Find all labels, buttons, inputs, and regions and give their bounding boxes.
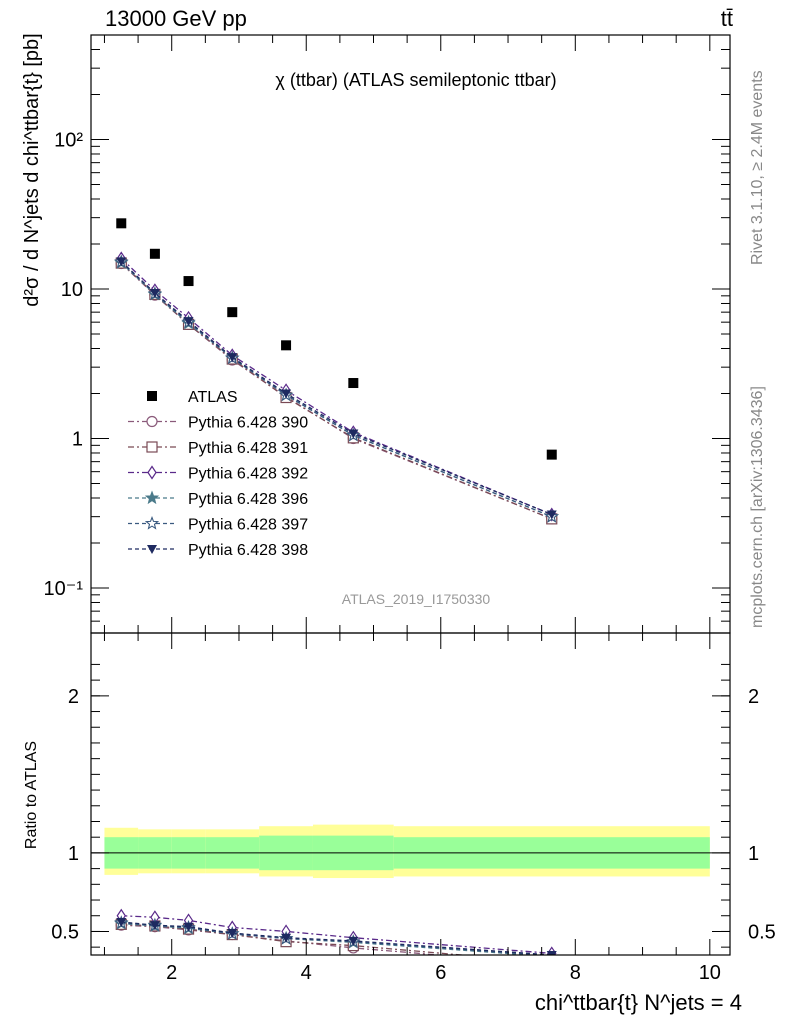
legend-label: Pythia 6.428 392 <box>188 466 308 483</box>
ratio-point <box>183 922 194 932</box>
data-point <box>348 378 359 389</box>
main-panel: χ (ttbar) (ATLAS semileptonic ttbar) ATL… <box>21 33 731 634</box>
series-line <box>120 258 553 516</box>
legend-marker <box>146 441 158 453</box>
ratio-axes: 0.5 0.5 1 1 2 2 2 4 6 8 10 <box>51 633 776 984</box>
main-data-marks <box>114 218 559 525</box>
process-label: tt̄ <box>721 6 733 31</box>
legend-label: Pythia 6.428 397 <box>188 517 308 534</box>
ratio-point <box>116 918 127 928</box>
legend-label: Pythia 6.428 396 <box>188 491 308 508</box>
series-line <box>120 261 553 518</box>
mcplots-label: mcplots.cern.ch [arXiv:1306.3436] <box>749 386 766 628</box>
series-line <box>120 262 553 518</box>
ratio-frame <box>90 632 731 956</box>
ratio-y-axis-label: Ratio to ATLAS <box>23 741 40 849</box>
legend-marker <box>144 490 160 505</box>
x-tick-label: 10 <box>699 962 721 984</box>
main-y-axis-label: d²σ / d N^jets d chi^ttbar{t} [pb] <box>21 33 43 306</box>
main-y-tick-label: 10² <box>54 129 83 151</box>
ratio-y-tick-label: 0.5 <box>51 921 79 943</box>
x-tick-label: 6 <box>435 962 446 984</box>
x-axis-label: chi^ttbar{t} N^jets = 4 <box>535 990 742 1015</box>
ratio-point <box>546 951 557 955</box>
ratio-point <box>227 929 238 939</box>
ratio-y-tick-label: 2 <box>68 686 79 708</box>
mc-point <box>227 353 238 363</box>
legend-label: ATLAS <box>188 389 238 406</box>
data-point <box>546 449 557 460</box>
data-point <box>227 307 238 318</box>
legend-label: Pythia 6.428 390 <box>188 415 308 432</box>
ratio-uncertainty-bands <box>104 824 710 879</box>
main-frame <box>90 34 731 634</box>
ratio-data-marks <box>114 908 557 955</box>
data-point <box>149 248 160 259</box>
mc-point <box>348 429 359 439</box>
mc-point <box>116 257 127 267</box>
mc-point <box>281 389 292 399</box>
main-y-tick-label: 1 <box>72 428 83 450</box>
ratio-y-tick-label-right: 2 <box>748 686 759 708</box>
ratio-y-tick-label: 1 <box>68 843 79 865</box>
analysis-watermark: ATLAS_2019_I1750330 <box>342 591 491 607</box>
rivet-version-label: Rivet 3.1.10, ≥ 2.4M events <box>749 70 766 265</box>
main-y-tick-label: 10⁻¹ <box>44 578 84 600</box>
series-line <box>120 263 553 520</box>
energy-label: 13000 GeV pp <box>105 6 247 31</box>
series-line <box>120 262 553 520</box>
legend-marker <box>144 515 160 530</box>
legend-marker <box>146 415 158 428</box>
main-axes: 10² 10 1 10⁻¹ <box>44 34 730 634</box>
mc-point <box>149 289 160 299</box>
ratio-panel: 0.5 0.5 1 1 2 2 2 4 6 8 10 Ratio to ATLAS chi^ttba… <box>23 632 776 1015</box>
legend-marker <box>147 545 157 554</box>
legend-label: Pythia 6.428 391 <box>188 440 308 457</box>
x-tick-label: 2 <box>166 962 177 984</box>
mc-point <box>546 510 557 520</box>
ratio-point <box>149 921 160 931</box>
legend-label: Pythia 6.428 398 <box>188 542 308 559</box>
main-title: χ (ttbar) (ATLAS semileptonic ttbar) <box>275 70 556 90</box>
x-tick-label: 8 <box>570 962 581 984</box>
data-point <box>183 276 194 287</box>
legend-marker <box>147 391 157 401</box>
ratio-point <box>281 933 292 943</box>
ratio-series-line <box>121 921 552 955</box>
data-point <box>281 340 292 351</box>
main-y-tick-label: 10 <box>61 279 83 301</box>
ratio-point <box>348 936 359 946</box>
legend-marker <box>147 465 157 480</box>
ratio-y-tick-label-right: 0.5 <box>748 921 776 943</box>
mc-point <box>183 317 194 327</box>
legend: ATLAS Pythia 6.428 390 Pythia 6.428 391 Pyt… <box>128 389 308 559</box>
series-line <box>120 260 553 516</box>
x-tick-label: 4 <box>301 962 312 984</box>
ratio-y-tick-label-right: 1 <box>748 843 759 865</box>
data-point <box>116 218 127 229</box>
